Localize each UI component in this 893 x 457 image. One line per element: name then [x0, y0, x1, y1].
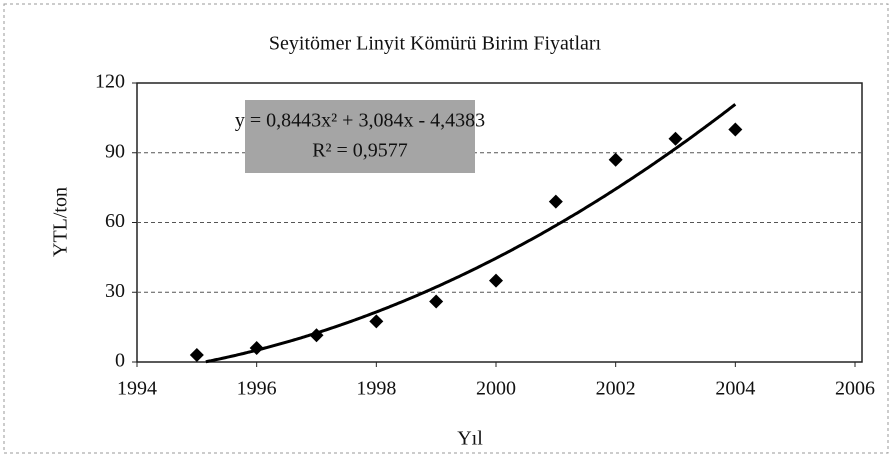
y-tick-label: 120	[95, 71, 125, 93]
annotation-box	[245, 100, 475, 173]
chart-title: Seyitömer Linyit Kömürü Birim Fiyatları	[269, 33, 602, 55]
marker	[489, 273, 503, 288]
x-tick-label: 1996	[237, 378, 277, 400]
x-tick-label: 1994	[117, 378, 157, 400]
y-tick-label: 60	[105, 210, 125, 232]
marker	[309, 328, 324, 343]
marker	[668, 131, 683, 146]
x-tick-label: 1998	[356, 378, 396, 400]
marker	[608, 152, 623, 167]
annotation: y = 0,8443x² + 3,084x - 4,4383	[235, 110, 485, 132]
x-tick-label: 2004	[715, 378, 755, 400]
x-tick-label: 2006	[835, 378, 875, 400]
x-tick-label: 2002	[596, 378, 636, 400]
annotation: R² = 0,9577	[312, 140, 408, 162]
x-tick-label: 2000	[476, 378, 516, 400]
x-axis-label: Yıl	[457, 428, 483, 450]
marker	[369, 314, 384, 329]
y-tick-label: 90	[105, 140, 125, 162]
trendline	[205, 103, 737, 364]
marker	[548, 194, 563, 209]
marker	[429, 294, 444, 309]
marker	[249, 341, 264, 356]
y-tick-label: 30	[105, 280, 125, 302]
y-tick-label: 0	[115, 350, 125, 372]
y-axis-label: YTL/ton	[50, 187, 72, 257]
marker	[189, 348, 204, 363]
marker	[728, 122, 743, 137]
